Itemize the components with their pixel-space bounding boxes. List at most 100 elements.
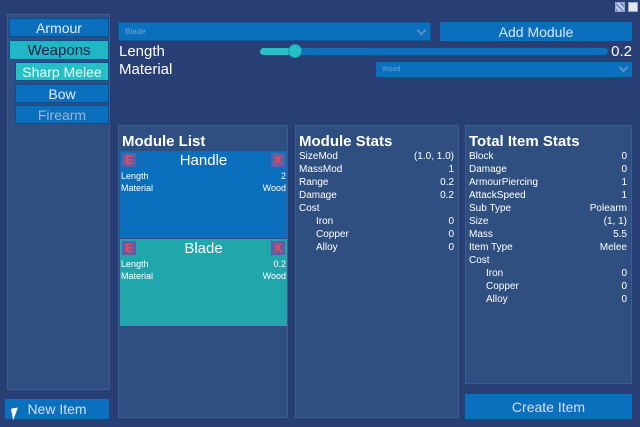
length-slider-handle[interactable]	[287, 44, 302, 58]
stat-row: Block 0	[469, 151, 627, 162]
module-type-dropdown[interactable]: Blade	[118, 22, 431, 41]
stat-row: SizeMod (1.0, 1.0)	[299, 151, 454, 162]
module-prop-value: Wood	[262, 183, 286, 193]
length-slider-track[interactable]	[260, 48, 608, 55]
subcategory-bow-button[interactable]: Bow	[15, 84, 109, 103]
stat-key: Item Type	[469, 242, 513, 253]
length-label: Length	[119, 43, 165, 60]
remove-module-button[interactable]: X	[271, 153, 285, 167]
stat-value: 1	[448, 164, 454, 175]
stat-key: Mass	[469, 229, 493, 240]
category-weapons-button[interactable]: Weapons	[9, 40, 109, 60]
stat-row: Copper 0	[316, 229, 454, 240]
category-armour-button[interactable]: Armour	[9, 18, 109, 37]
stat-value: 5.5	[613, 229, 627, 240]
stat-key: Range	[299, 177, 329, 188]
subcategory-firearm-button[interactable]: Firearm	[15, 105, 109, 124]
material-dropdown[interactable]: Wood	[376, 62, 632, 77]
module-name: Blade	[184, 240, 223, 257]
stat-key: MassMod	[299, 164, 343, 175]
stat-key: Alloy	[486, 294, 508, 305]
stat-row: Damage 0	[469, 164, 627, 175]
module-prop-row: Material Wood	[121, 183, 286, 193]
module-prop-row: Length 2	[121, 171, 286, 181]
module-prop-key: Length	[121, 259, 149, 269]
stat-row: Alloy 0	[316, 242, 454, 253]
module-stats-panel: Module Stats SizeMod (1.0, 1.0) MassMod 1 Ra…	[295, 125, 459, 418]
stat-row: AttackSpeed 1	[469, 190, 627, 201]
stat-value: (1.0, 1.0)	[413, 151, 454, 162]
stat-row: Cost	[469, 255, 627, 266]
stat-value: Polearm	[589, 203, 627, 214]
stat-row: Copper 0	[486, 281, 627, 292]
module-prop-key: Material	[121, 183, 154, 193]
stat-row: Alloy 0	[486, 294, 627, 305]
stat-row: Item Type Melee	[469, 242, 627, 253]
stat-key: Block	[469, 151, 494, 162]
chevron-down-icon	[618, 62, 629, 73]
stat-row: Damage 0.2	[299, 190, 454, 201]
length-value: 0.2	[611, 43, 632, 60]
total-item-stats-panel: Total Item Stats Block 0 Damage 0 ArmourPier…	[465, 125, 632, 384]
module-card-blade[interactable]: E Blade X Length 0.2 Material Wood	[120, 239, 287, 326]
stat-value: Melee	[599, 242, 627, 253]
stat-row: Iron 0	[486, 268, 627, 279]
window-resize-icon[interactable]	[615, 2, 625, 12]
stat-key: Cost	[469, 255, 490, 266]
add-module-button[interactable]: Add Module	[440, 22, 632, 41]
stat-key: Copper	[316, 229, 349, 240]
stat-value: 0	[621, 164, 627, 175]
module-stats-title: Module Stats	[299, 133, 393, 150]
stat-value: (1, 1)	[603, 216, 627, 227]
stat-key: Sub Type	[469, 203, 512, 214]
module-prop-value: Wood	[262, 271, 286, 281]
create-item-button[interactable]: Create Item	[465, 394, 632, 419]
stat-value: 0	[621, 281, 627, 292]
stat-value: 0.2	[440, 190, 454, 201]
stat-row: Cost	[299, 203, 454, 214]
subcategory-sharp-melee-button[interactable]: Sharp Melee	[15, 62, 109, 81]
stat-key: Copper	[486, 281, 519, 292]
stat-value: 0.2	[440, 177, 454, 188]
new-item-button[interactable]: New Item	[5, 399, 109, 419]
remove-module-button[interactable]: X	[271, 241, 285, 255]
module-prop-key: Length	[121, 171, 149, 181]
chevron-down-icon	[416, 25, 427, 36]
stat-key: Cost	[299, 203, 320, 214]
module-prop-value: 0.2	[273, 259, 286, 269]
length-slider-fill	[260, 48, 295, 55]
stat-key: SizeMod	[299, 151, 338, 162]
stat-row: Range 0.2	[299, 177, 454, 188]
module-prop-row: Length 0.2	[121, 259, 286, 269]
stat-row: Sub Type Polearm	[469, 203, 627, 214]
material-dropdown-value: Wood	[382, 66, 401, 73]
material-label: Material	[119, 61, 173, 78]
stat-key: ArmourPiercing	[469, 177, 538, 188]
stat-value: 1	[621, 177, 627, 188]
stat-key: Damage	[469, 164, 507, 175]
module-type-dropdown-value: Blade	[125, 27, 146, 36]
edit-module-button[interactable]: E	[122, 241, 136, 255]
stat-key: Iron	[316, 216, 334, 227]
module-card-handle[interactable]: E Handle X Length 2 Material Wood	[120, 151, 287, 238]
stat-value: 0	[448, 216, 454, 227]
module-list-panel: Module List E Handle X Length 2 Material…	[118, 125, 288, 418]
stat-row: Size (1, 1)	[469, 216, 627, 227]
stat-row: Iron 0	[316, 216, 454, 227]
edit-module-button[interactable]: E	[122, 153, 136, 167]
stat-key: Iron	[486, 268, 504, 279]
module-prop-value: 2	[280, 171, 286, 181]
stat-row: ArmourPiercing 1	[469, 177, 627, 188]
stat-value: 0	[621, 294, 627, 305]
module-name: Handle	[179, 152, 228, 169]
module-list-title: Module List	[122, 133, 206, 150]
stat-key: AttackSpeed	[469, 190, 526, 201]
stat-value: 1	[621, 190, 627, 201]
stat-row: Mass 5.5	[469, 229, 627, 240]
window-close-icon[interactable]	[628, 2, 638, 12]
stat-value: 0	[448, 229, 454, 240]
stat-value: 0	[621, 151, 627, 162]
stat-key: Damage	[299, 190, 337, 201]
stat-key: Alloy	[316, 242, 338, 253]
module-prop-row: Material Wood	[121, 271, 286, 281]
